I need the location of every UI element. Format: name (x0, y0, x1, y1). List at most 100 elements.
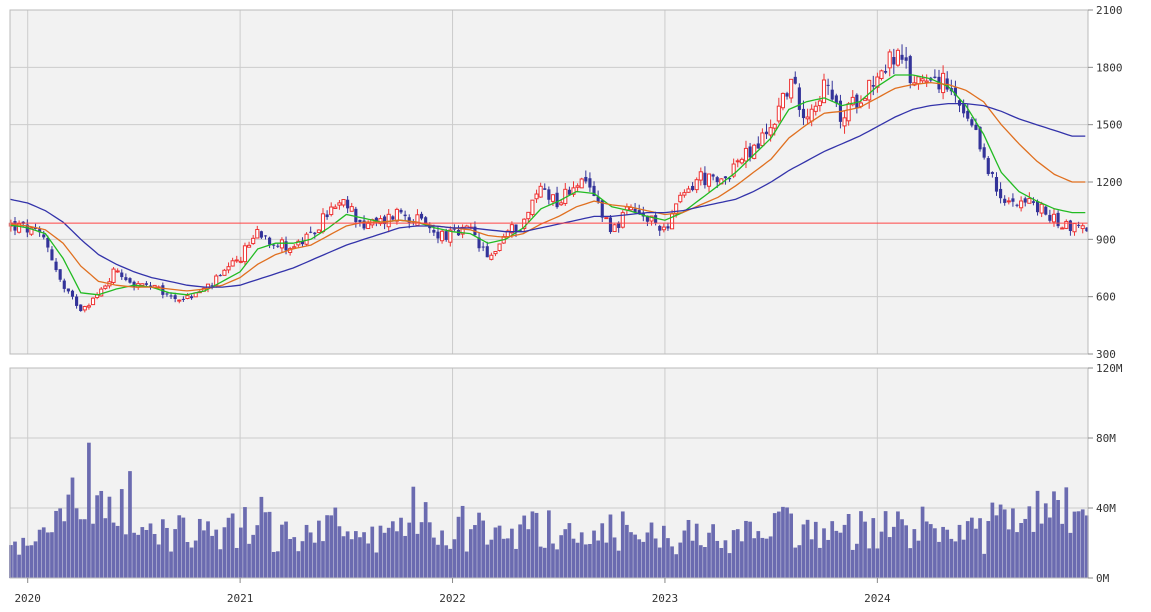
volume-bar (37, 529, 42, 578)
candle-body (715, 177, 719, 183)
candle-body (575, 185, 580, 188)
volume-bar (41, 527, 46, 578)
candle-body (752, 144, 757, 159)
candle-body (990, 172, 994, 174)
volume-bar (136, 534, 141, 578)
candle-body (966, 110, 970, 119)
volume-bar (288, 538, 292, 578)
volume-bar (957, 524, 962, 578)
volume-bar (33, 541, 38, 578)
candle-body (678, 194, 683, 203)
volume-bar (432, 537, 436, 578)
volume-bar (255, 525, 260, 578)
price-axis: 2100 1800 1500 1200 900 600 300 (1088, 4, 1123, 361)
candle-body (279, 239, 284, 249)
volume-tick-label: 120M (1096, 362, 1123, 375)
moving-average-line-2 (9, 81, 1086, 292)
volume-bar (813, 521, 818, 578)
candle-body (148, 285, 153, 287)
volume-bar (1084, 515, 1089, 578)
volume-bar (1076, 511, 1081, 578)
volume-bar (986, 521, 991, 578)
volume-bar (362, 532, 366, 578)
candle-body (772, 123, 777, 129)
candle-body (933, 76, 937, 78)
volume-bar (501, 538, 506, 578)
candle-body (1077, 224, 1081, 226)
candle-body (658, 225, 662, 231)
candle-body (743, 147, 749, 162)
volume-panel-frame (9, 367, 1089, 579)
volume-bar (928, 524, 933, 578)
volume-bar (124, 534, 128, 578)
volume-bar (637, 539, 642, 578)
volume-bar (649, 522, 654, 578)
volume-bar (805, 519, 810, 578)
volume-bar (148, 523, 153, 578)
candle-body (978, 126, 982, 150)
volume-bar (341, 536, 346, 578)
volume-bar (933, 528, 937, 578)
volume-bar (263, 512, 268, 578)
volume-bar (399, 517, 403, 578)
volume-bar (789, 513, 793, 578)
date-axis: 2020 2021 2022 2023 2024 (14, 578, 891, 605)
volume-bar (115, 525, 120, 578)
moving-average-lines (9, 74, 1086, 296)
volume-bar (464, 551, 469, 578)
candle-body (419, 213, 424, 219)
volume-bar (752, 538, 757, 578)
volume-bar (612, 537, 617, 578)
candle-body (596, 196, 600, 202)
volume-bar (1035, 490, 1040, 578)
volume-bar (982, 553, 987, 578)
volume-bar (994, 515, 999, 578)
candle-body (391, 216, 395, 220)
volume-bar (321, 541, 325, 578)
volume-bar (723, 540, 728, 578)
volume-bar (329, 515, 334, 578)
candle-body (300, 241, 305, 245)
volume-bar (427, 522, 432, 578)
volume-bar (378, 525, 383, 578)
candle-body (514, 224, 518, 233)
volume-bar (690, 540, 695, 578)
candle-body (238, 260, 243, 263)
candle-body (526, 211, 531, 220)
candle-body (900, 54, 904, 60)
volume-bar (440, 530, 444, 578)
volume-bar (727, 553, 732, 578)
volume-bar (547, 510, 551, 578)
volume-bar (998, 504, 1003, 578)
candle-body (711, 174, 715, 177)
volume-bar (678, 542, 683, 578)
candle-body (780, 92, 785, 109)
volume-bar (518, 524, 522, 578)
volume-bar (731, 530, 736, 578)
volume-bar (284, 521, 288, 578)
volume-bar (337, 526, 342, 578)
volume-bar (45, 532, 50, 578)
volume-bar (719, 547, 724, 578)
candle-body (723, 176, 728, 179)
volume-bar (1072, 511, 1077, 578)
date-tick-label: 2024 (864, 592, 891, 605)
candle-body (38, 229, 42, 233)
volume-bar (863, 521, 867, 578)
volume-bar (596, 540, 600, 578)
candle-body (276, 245, 280, 247)
candle-body (555, 192, 559, 208)
candle-body (637, 210, 641, 214)
candle-body (354, 208, 358, 223)
volume-bar (21, 537, 26, 578)
candle-body (600, 200, 604, 218)
volume-bar (711, 524, 715, 578)
volume-bar (620, 511, 625, 578)
candle-body (226, 266, 231, 271)
volume-bar (514, 548, 518, 578)
candle-body (75, 296, 79, 306)
candle-body (1064, 220, 1069, 229)
volume-bar (493, 527, 498, 578)
volume-bar (756, 531, 761, 578)
